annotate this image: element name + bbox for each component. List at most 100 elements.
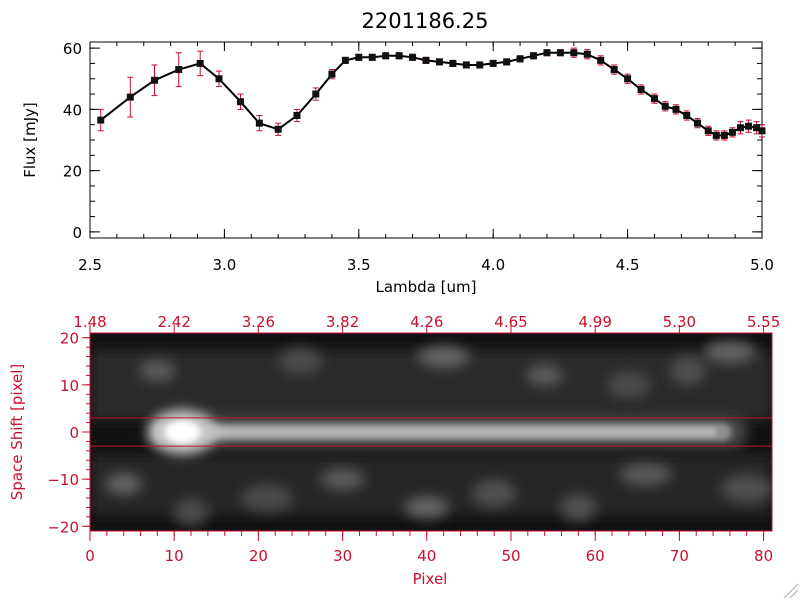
spectrum-y-ticks: 0 20 40 60	[63, 40, 762, 242]
image-noise-blob	[472, 479, 517, 508]
image-x-tick-label: 10	[165, 547, 184, 565]
spectrum-data-point	[435, 58, 443, 66]
spectrum-data-point	[368, 53, 376, 61]
spectrum-data-point	[175, 66, 183, 74]
spectrum-data-point	[758, 127, 766, 135]
image-x-ticks: 0 10 20 30 40 50 60 70 80	[85, 531, 773, 565]
spectrum-y-axis-label: Flux [mJy]	[21, 102, 39, 178]
spectrum-data-point	[683, 112, 691, 119]
image-noise-blob	[417, 345, 470, 368]
image-y-axis-label: Space Shift [pixel]	[8, 364, 26, 501]
spectrum-data-point	[328, 70, 336, 78]
spectrum-x-tick-label: 3.5	[347, 256, 371, 274]
resize-grip-icon[interactable]	[783, 583, 799, 599]
image-noise-blob	[139, 359, 176, 382]
spectrum-data-point	[637, 85, 645, 93]
image-top-tick-label: 3.82	[326, 313, 359, 331]
spectrum-data-point	[556, 49, 564, 57]
spectrum-y-tick-label: 40	[63, 101, 82, 119]
spectrum-data-point	[728, 128, 736, 136]
image-noise-blob	[278, 347, 323, 376]
image-y-tick-label: −20	[47, 518, 79, 536]
spectrum-y-tick-label: 0	[72, 224, 82, 242]
spectrum-x-tick-label: 3.0	[212, 256, 236, 274]
image-top-tick-label: 2.42	[157, 313, 190, 331]
image-noise-blob	[173, 498, 210, 527]
spectrum-data-point	[516, 55, 524, 63]
spectrum-data-point	[422, 56, 430, 64]
spectrum-data-point	[274, 125, 282, 133]
spectrum-data-point	[476, 61, 484, 69]
spectrum-markers	[97, 49, 766, 139]
spectrum-y-tick-label: 20	[63, 163, 82, 181]
spectrum-x-tick-label: 4.0	[481, 256, 505, 274]
image-noise-blob	[669, 356, 706, 385]
spectrum-data-point	[530, 52, 538, 60]
image-top-wavelength-ticks: 1.48 2.42 3.26 3.82 4.26 4.65 4.99 5.30 5.55	[73, 313, 780, 333]
spectrum-trace-peak	[164, 421, 201, 443]
spectrum-data-point	[382, 52, 390, 60]
image-y-tick-label: 0	[69, 424, 79, 442]
image-y-tick-label: 10	[60, 377, 79, 395]
image-x-tick-label: 50	[501, 547, 520, 565]
spectrum-data-point	[255, 119, 263, 127]
image-noise-blob	[619, 463, 672, 486]
image-x-tick-label: 30	[333, 547, 352, 565]
spectrum-trace	[148, 410, 747, 454]
spectrum-data-point	[720, 131, 728, 139]
image-top-tick-label: 5.55	[747, 313, 780, 331]
image-noise-blob	[526, 364, 563, 387]
spectrum-x-axis-label: Lambda [um]	[376, 278, 477, 296]
image-x-axis-label: Pixel	[413, 570, 448, 588]
spectrum-data-point	[704, 127, 712, 135]
image-x-tick-label: 40	[417, 547, 436, 565]
image-noise-blob	[240, 484, 293, 512]
spectrum-data-point	[753, 124, 761, 132]
spectrum-data-point	[395, 52, 403, 60]
spectrum-data-point	[126, 93, 134, 101]
image-noise-blob	[320, 468, 365, 491]
extraction-aperture-lines	[90, 417, 772, 447]
spectrum-data-point	[624, 75, 632, 83]
spectrum-x-ticks: 2.5 3.0 3.5 4.0 4.5 5.0	[78, 42, 774, 274]
image-x-tick-label: 80	[754, 547, 773, 565]
image-top-tick-label: 1.48	[73, 313, 106, 331]
spectrum-x-tick-label: 2.5	[78, 256, 102, 274]
spectrum-data-point	[503, 58, 511, 66]
spectrum-data-point	[650, 95, 658, 103]
spectrum-data-point	[489, 59, 497, 67]
spectrum-y-tick-label: 60	[63, 40, 82, 58]
image-noise-blob	[404, 496, 449, 519]
spectrum-data-point	[583, 50, 591, 58]
image-noise-blob	[606, 370, 651, 399]
image-top-tick-label: 4.99	[578, 313, 611, 331]
spectrum-data-point	[312, 90, 320, 98]
spectrum-data-point	[355, 53, 363, 61]
spectrum-data-point	[736, 124, 744, 132]
image-noise-blob	[560, 493, 597, 522]
image-y-ticks: 20 10 0 −10 −20	[47, 330, 90, 536]
image-noise-blob	[703, 340, 756, 363]
spectrum-data-point	[215, 75, 223, 83]
image-x-tick-label: 60	[586, 547, 605, 565]
image-noise-blob	[105, 472, 142, 495]
spectrum-data-point	[293, 112, 301, 119]
spectrum-data-point	[409, 53, 417, 61]
spectrum-data-point	[151, 76, 159, 84]
spectrum-title: 2201186.25	[362, 9, 489, 33]
spectrum-data-point	[196, 59, 204, 67]
spectrum-data-point	[610, 66, 618, 74]
image-noise-blob	[720, 474, 772, 503]
spectrum-data-point	[449, 59, 457, 67]
image-y-tick-label: −10	[47, 471, 79, 489]
spectrum-data-point	[712, 131, 720, 139]
image-x-tick-label: 20	[249, 547, 268, 565]
spectrum-data-point	[672, 105, 680, 113]
spectrum-data-point	[745, 122, 753, 130]
image-panel: 0 10 20 30 40 50 60 70 80 20 10 0 −10 −20 1.48 2.42 3.…	[8, 313, 780, 588]
image-top-tick-label: 3.26	[242, 313, 275, 331]
spectrum-x-tick-label: 5.0	[750, 256, 774, 274]
spectrum-data-point	[97, 116, 105, 124]
image-x-tick-label: 70	[670, 547, 689, 565]
